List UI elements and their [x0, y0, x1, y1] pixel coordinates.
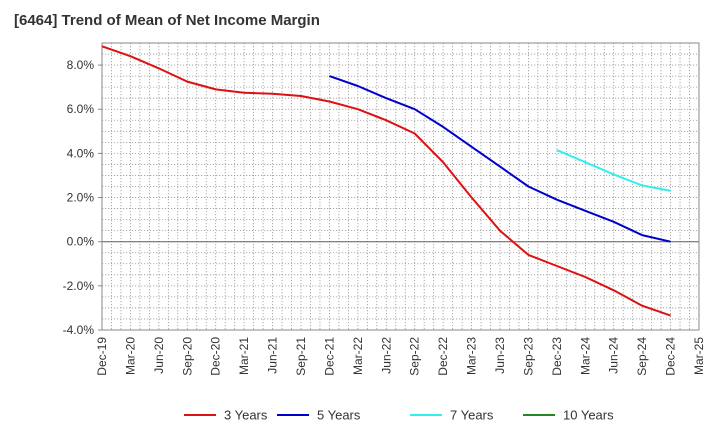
- y-tick-label: 2.0%: [67, 191, 95, 205]
- x-tick-label: Dec-19: [95, 337, 109, 376]
- x-tick-label: Dec-22: [436, 337, 450, 376]
- y-tick-label: 8.0%: [67, 58, 95, 72]
- x-tick-label: Dec-23: [550, 337, 564, 376]
- legend-label: 7 Years: [450, 408, 494, 423]
- y-tick-label: 6.0%: [67, 102, 95, 116]
- y-tick-label: -4.0%: [63, 323, 95, 337]
- legend-label: 5 Years: [317, 408, 361, 423]
- x-tick-label: Mar-23: [465, 337, 479, 375]
- chart-title: [6464] Trend of Mean of Net Income Margi…: [14, 12, 320, 29]
- series-line-3-years: [101, 45, 671, 317]
- series: [101, 45, 671, 317]
- legend-label: 3 Years: [224, 408, 268, 423]
- x-tick-label: Sep-23: [521, 337, 535, 376]
- legend: 3 Years 5 Years 7 Years 10 Years: [184, 408, 614, 423]
- x-tick-label: Mar-24: [578, 337, 592, 375]
- x-tick-label: Mar-22: [351, 337, 365, 375]
- series-line-7-years: [556, 149, 671, 192]
- x-tick-label: Jun-20: [152, 337, 166, 374]
- x-tick-label: Mar-21: [237, 337, 251, 375]
- y-tick-label: 4.0%: [67, 146, 95, 160]
- plot-area-border: [101, 42, 700, 331]
- x-tick-label: Jun-24: [607, 337, 621, 374]
- x-tick-label: Dec-21: [322, 337, 336, 376]
- x-tick-label: Jun-21: [266, 337, 280, 374]
- legend-label: 10 Years: [563, 408, 614, 423]
- x-tick-label: Dec-20: [209, 337, 223, 376]
- y-tick-label: 0.0%: [67, 235, 95, 249]
- series-line-5-years: [329, 75, 671, 243]
- axes: 8.0% 6.0% 4.0% 2.0% 0.0% -2.0% -4.0%Dec-19 Mar-…: [63, 42, 706, 376]
- x-tick-label: Dec-24: [664, 337, 678, 376]
- x-tick-label: Mar-20: [123, 337, 137, 375]
- grid: [101, 42, 700, 331]
- x-tick-label: Jun-23: [493, 337, 507, 374]
- x-tick-label: Sep-24: [635, 337, 649, 376]
- x-tick-label: Mar-25: [692, 337, 706, 375]
- x-tick-label: Sep-22: [408, 337, 422, 376]
- x-tick-label: Sep-21: [294, 337, 308, 376]
- x-tick-label: Jun-22: [379, 337, 393, 374]
- y-tick-label: -2.0%: [63, 279, 95, 293]
- x-tick-label: Sep-20: [180, 337, 194, 376]
